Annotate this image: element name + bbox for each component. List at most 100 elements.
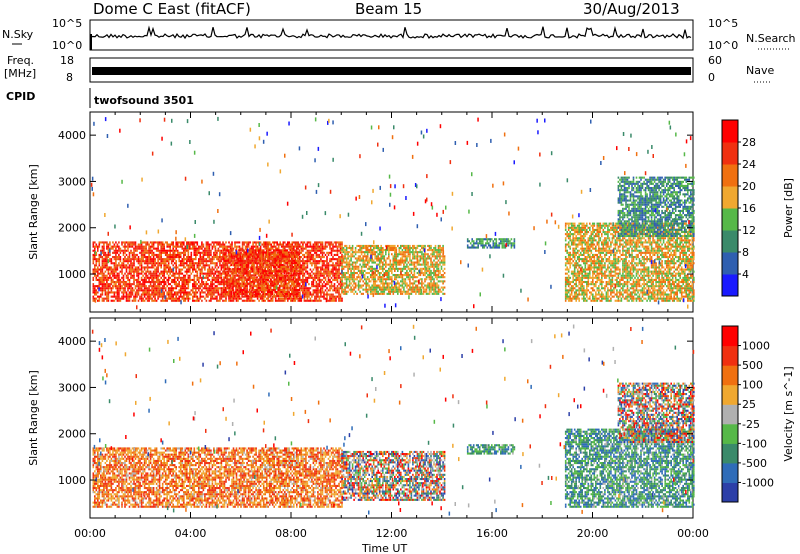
echo-cell [243, 285, 245, 288]
echo-cell [142, 251, 144, 254]
echo-cell [122, 293, 125, 296]
echo-cell [277, 276, 279, 279]
echo-cell [378, 288, 381, 291]
echo-cell [330, 241, 333, 244]
echo-cell [224, 282, 227, 285]
echo-cell [265, 263, 267, 266]
echo-cell [267, 299, 269, 302]
echo-cell [216, 295, 218, 298]
echo-cell [246, 260, 248, 263]
echo-cell [341, 241, 343, 244]
echo-cell [232, 260, 235, 263]
echo-cell [173, 253, 176, 256]
echo-cell [318, 253, 321, 256]
echo-cell [317, 266, 319, 269]
echo-cell [385, 280, 387, 283]
echo-cell [214, 272, 217, 275]
echo-cell [187, 266, 190, 269]
echo-cell [250, 290, 252, 293]
echo-cell [368, 265, 370, 268]
echo-cell [359, 290, 361, 293]
echo-cell [155, 249, 158, 252]
echo-cell [115, 253, 117, 256]
echo-cell [308, 258, 310, 261]
echo-cell [201, 283, 203, 286]
echo-cell [164, 262, 167, 265]
echo-cell [295, 251, 298, 254]
echo-cell [348, 251, 351, 254]
echo-cell [196, 299, 199, 302]
echo-cell [112, 295, 114, 298]
echo-cell [256, 272, 258, 275]
echo-cell [294, 245, 297, 248]
echo-cell [268, 243, 271, 246]
echo-cell [116, 281, 119, 284]
echo-cell [136, 274, 138, 277]
echo-cell [300, 256, 303, 259]
echo-cell [359, 263, 361, 266]
echo-cell [297, 276, 300, 279]
echo-cell [377, 253, 379, 256]
echo-cell [288, 253, 291, 256]
echo-cell [166, 293, 168, 296]
echo-cell [344, 261, 346, 264]
echo-cell [140, 258, 143, 261]
echo-cell [202, 249, 205, 252]
echo-cell [278, 249, 281, 252]
echo-cell [238, 253, 240, 256]
echo-cell [353, 269, 355, 272]
echo-cell [173, 256, 176, 259]
echo-cell [330, 287, 333, 290]
echo-cell [315, 249, 318, 252]
echo-cell [291, 287, 294, 290]
echo-cell [130, 243, 132, 246]
echo-cell [169, 268, 171, 271]
echo-cell [128, 241, 131, 244]
echo-cell [183, 266, 185, 269]
echo-cell [341, 247, 343, 250]
echo-cell [134, 249, 137, 252]
echo-cell [315, 270, 318, 273]
echo-cell [284, 283, 286, 286]
echo-cell [219, 272, 221, 275]
echo-cell [173, 262, 176, 265]
echo-cell [298, 278, 301, 281]
echo-cell [196, 295, 199, 298]
echo-cell [375, 244, 378, 247]
echo-cell [357, 280, 360, 283]
echo-cell [380, 288, 382, 291]
echo-cell [184, 247, 187, 250]
echo-cell [315, 272, 318, 275]
echo-cell [240, 285, 242, 288]
echo-cell [133, 270, 135, 273]
echo-cell [148, 285, 150, 288]
echo-cell [161, 299, 164, 302]
echo-cell [224, 290, 227, 293]
echo-cell [190, 256, 193, 259]
echo-cell [315, 266, 318, 269]
echo-cell [237, 245, 239, 248]
echo-cell [311, 270, 313, 273]
echo-cell [330, 293, 333, 296]
echo-cell [266, 282, 269, 285]
echo-cell [275, 293, 278, 296]
echo-cell [283, 280, 286, 283]
echo-cell [388, 292, 390, 295]
echo-cell [276, 241, 278, 244]
echo-cell [321, 247, 324, 250]
echo-cell [116, 272, 119, 275]
echo-cell [345, 263, 348, 266]
echo-cell [175, 256, 177, 259]
echo-cell [327, 299, 330, 302]
echo-cell [98, 295, 101, 298]
echo-cell [192, 283, 194, 286]
echo-cell [167, 253, 170, 256]
echo-cell [257, 288, 260, 291]
echo-cell [198, 278, 200, 281]
echo-cell [284, 274, 286, 277]
echo-cell [240, 297, 242, 300]
echo-cell [302, 291, 304, 294]
echo-cell [274, 281, 277, 284]
echo-cell [338, 297, 340, 300]
echo-cell [104, 256, 107, 259]
